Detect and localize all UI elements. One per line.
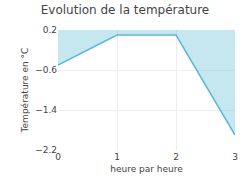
svg-text:1: 1 <box>114 152 120 162</box>
svg-text:Evolution de la température: Evolution de la température <box>41 3 210 17</box>
svg-text:−1.4: −1.4 <box>35 105 57 115</box>
svg-text:−0.6: −0.6 <box>35 65 57 75</box>
svg-text:3: 3 <box>232 152 238 162</box>
svg-text:0: 0 <box>55 152 61 162</box>
svg-text:Température en °C: Température en °C <box>20 48 30 134</box>
svg-text:0.2: 0.2 <box>43 25 57 35</box>
svg-text:2: 2 <box>173 152 179 162</box>
svg-text:−2.2: −2.2 <box>35 145 57 155</box>
svg-text:heure par heure: heure par heure <box>110 164 183 174</box>
